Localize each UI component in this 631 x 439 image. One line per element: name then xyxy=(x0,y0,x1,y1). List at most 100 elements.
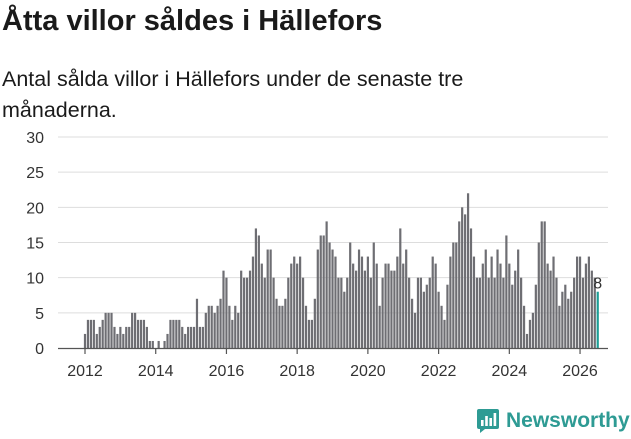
bar xyxy=(408,277,411,348)
bar xyxy=(455,242,458,348)
bar xyxy=(349,242,352,348)
bar xyxy=(508,263,511,348)
bar xyxy=(260,263,263,348)
bar xyxy=(272,277,275,348)
bar xyxy=(89,319,92,348)
bar xyxy=(369,277,372,348)
x-tick-label: 2026 xyxy=(562,363,598,380)
bar xyxy=(213,312,216,348)
x-tick-label: 2020 xyxy=(350,363,386,380)
bar xyxy=(475,277,479,348)
bar xyxy=(567,298,570,348)
bar xyxy=(346,277,349,348)
bar xyxy=(390,270,393,348)
bar xyxy=(322,235,325,348)
annotations: 8 xyxy=(593,276,602,293)
bar xyxy=(163,340,166,348)
bar xyxy=(172,319,175,348)
bar xyxy=(502,277,505,348)
x-axis: 2012 2014 2016 2018 2020 2022 2024 2026 xyxy=(58,347,608,380)
y-tick-label: 10 xyxy=(26,271,44,288)
bar xyxy=(446,284,449,348)
bar xyxy=(166,333,169,348)
bar xyxy=(590,270,593,348)
x-tick-label: 2012 xyxy=(67,363,103,380)
bar xyxy=(363,270,367,348)
bar xyxy=(128,326,131,348)
bar xyxy=(334,256,337,348)
bar xyxy=(98,326,101,348)
bar xyxy=(493,277,496,348)
brand-name: Newsworthy xyxy=(506,409,630,432)
bar xyxy=(360,256,364,348)
bar xyxy=(352,263,355,348)
bar xyxy=(416,277,420,348)
bar xyxy=(331,249,334,348)
bar xyxy=(234,305,237,348)
bar xyxy=(122,333,125,348)
bar xyxy=(484,249,487,348)
bar xyxy=(528,319,532,348)
bar xyxy=(464,214,467,348)
bar xyxy=(290,263,293,348)
bar xyxy=(573,277,576,348)
bar xyxy=(228,305,231,348)
bar xyxy=(505,235,508,348)
bar xyxy=(487,277,490,348)
bar xyxy=(254,228,258,348)
bar xyxy=(299,256,302,348)
bar xyxy=(113,326,116,348)
x-tick-label: 2014 xyxy=(138,363,174,380)
bar xyxy=(136,319,140,348)
bar xyxy=(107,312,110,348)
chart-subtitle: Antal sålda villor i Hällefors under de … xyxy=(2,67,464,122)
bar xyxy=(301,277,305,348)
bar xyxy=(587,256,590,348)
bar xyxy=(219,298,222,348)
bar xyxy=(405,249,408,348)
bar xyxy=(131,312,134,348)
bar xyxy=(189,326,193,348)
bar xyxy=(525,333,529,348)
bar xyxy=(201,326,204,348)
y-tick-label: 20 xyxy=(26,200,44,217)
bar xyxy=(428,277,431,348)
bar xyxy=(275,298,278,348)
bar xyxy=(440,305,443,348)
bar xyxy=(83,333,87,348)
bar xyxy=(531,312,534,348)
bar xyxy=(304,305,308,348)
bar xyxy=(499,263,502,348)
bar xyxy=(540,221,543,348)
bar xyxy=(399,228,402,348)
bar xyxy=(419,277,423,348)
bar xyxy=(266,249,269,348)
bar xyxy=(425,284,428,348)
bar xyxy=(546,263,549,348)
bars xyxy=(83,193,599,348)
bar xyxy=(210,305,213,348)
bar xyxy=(581,277,585,348)
bar xyxy=(181,326,184,348)
bar xyxy=(269,249,272,348)
bar xyxy=(478,277,481,348)
bar xyxy=(543,221,546,348)
bar xyxy=(396,256,399,348)
chart-title: Åtta villor såldes i Hällefors xyxy=(2,5,383,37)
bar xyxy=(157,340,160,348)
bar xyxy=(175,319,178,348)
bar xyxy=(372,242,375,348)
bar xyxy=(216,305,219,348)
bar xyxy=(517,249,520,348)
bar xyxy=(245,277,249,348)
bar xyxy=(402,263,405,348)
x-tick-label: 2016 xyxy=(209,363,245,380)
bar xyxy=(310,319,313,348)
grid-lines xyxy=(58,136,608,314)
bar xyxy=(378,305,381,348)
bar xyxy=(511,284,514,348)
bar xyxy=(257,235,260,348)
bar xyxy=(452,242,455,348)
bar xyxy=(422,291,425,348)
